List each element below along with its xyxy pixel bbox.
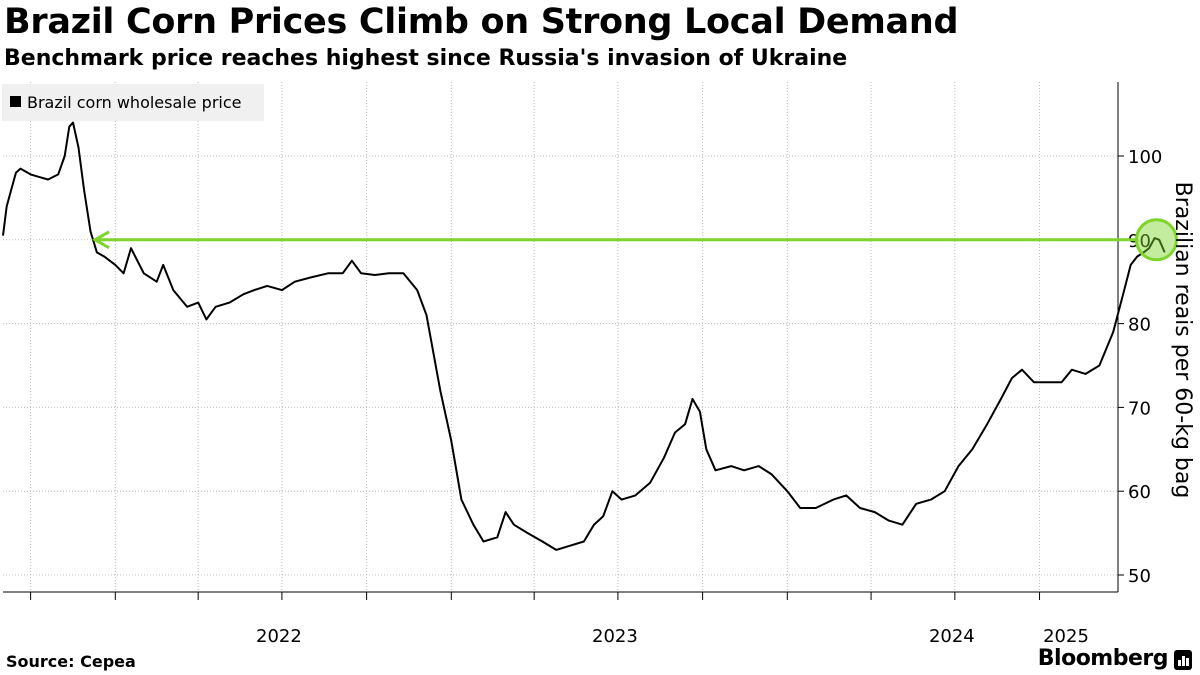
y-tick-label: 50 xyxy=(1128,566,1151,587)
source-note: Source: Cepea xyxy=(6,652,136,671)
y-tick-label: 100 xyxy=(1128,147,1162,168)
legend: Brazil corn wholesale price xyxy=(2,84,264,121)
y-tick-label: 60 xyxy=(1128,482,1151,503)
bloomberg-bars-icon xyxy=(1174,650,1192,670)
y-tick-label: 80 xyxy=(1128,315,1151,336)
bloomberg-logo: Bloomberg xyxy=(1037,646,1169,671)
highlight-circle xyxy=(1134,218,1178,262)
legend-swatch xyxy=(10,96,21,107)
y-tick-label: 90 xyxy=(1128,231,1151,252)
chart-subtitle: Benchmark price reaches highest since Ru… xyxy=(4,46,848,71)
y-axis-label: Brazilian reais per 60-kg bag xyxy=(1170,182,1195,499)
x-tick-label: 2024 xyxy=(929,626,975,647)
series-line xyxy=(2,121,1166,551)
x-tick-label: 2023 xyxy=(592,626,638,647)
series-layer xyxy=(2,121,1166,551)
legend-background xyxy=(2,84,264,121)
gridlines xyxy=(3,82,1118,592)
x-tick-label: 2022 xyxy=(256,626,302,647)
legend-label: Brazil corn wholesale price xyxy=(27,93,241,112)
y-axis: 50 60 70 80 90 100 xyxy=(1117,82,1162,592)
y-tick-label: 70 xyxy=(1128,398,1151,419)
x-axis: 2022 2023 2024 2025 xyxy=(3,591,1118,647)
chart-title: Brazil Corn Prices Climb on Strong Local… xyxy=(4,2,959,42)
arrow-head-icon xyxy=(92,230,110,250)
annotation-layer xyxy=(92,218,1178,262)
x-tick-label: 2025 xyxy=(1043,626,1089,647)
